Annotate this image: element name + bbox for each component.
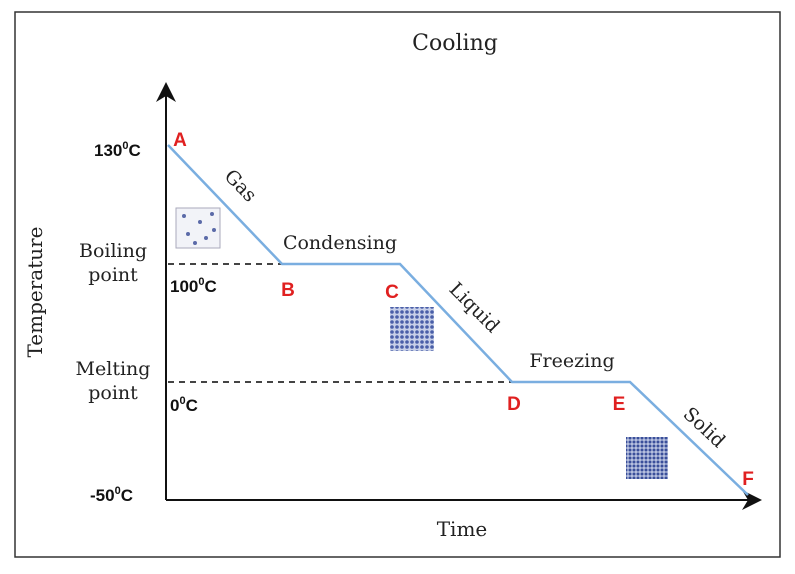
temperature-label: -500C <box>90 485 133 505</box>
level-label: Melting <box>76 358 151 380</box>
segment-label: Solid <box>679 403 730 452</box>
temperature-sup: 0 <box>122 140 128 152</box>
temperature-unit: C <box>205 277 217 296</box>
temperature-sup: 0 <box>115 485 121 497</box>
solid-icon <box>626 437 668 479</box>
point-label: B <box>281 280 295 301</box>
segment-label: Liquid <box>445 278 504 337</box>
level-label: point <box>88 382 138 404</box>
temperature-value: 100 <box>170 277 198 296</box>
segment-label: Condensing <box>283 232 397 254</box>
temperature-label: 1000C <box>170 276 217 296</box>
gas-icon <box>175 207 221 249</box>
point-label: A <box>173 130 187 151</box>
level-label: Boiling <box>79 240 147 262</box>
temperature-value: 130 <box>94 141 122 160</box>
temperature-label: 00C <box>170 395 198 415</box>
title: Cooling <box>412 31 498 56</box>
frame <box>14 11 781 558</box>
temperature-unit: C <box>121 486 133 505</box>
temperature-unit: C <box>186 396 198 415</box>
segment-label: Freezing <box>529 350 614 372</box>
x-axis-label: Time <box>437 517 488 541</box>
y-axis-label: Temperature <box>23 226 47 357</box>
cooling-curve <box>167 144 749 496</box>
temperature-label: 1300C <box>94 140 141 160</box>
liquid-icon <box>390 307 434 351</box>
point-label: E <box>613 394 626 415</box>
temperature-value: 0 <box>170 396 179 415</box>
point-label: F <box>742 469 754 490</box>
temperature-value: -50 <box>90 486 115 505</box>
temperature-sup: 0 <box>179 395 185 407</box>
temperature-unit: C <box>129 141 141 160</box>
point-label: C <box>385 282 399 303</box>
segment-label: Gas <box>220 165 261 206</box>
level-label: point <box>88 264 138 286</box>
temperature-sup: 0 <box>198 276 204 288</box>
point-label: D <box>507 394 521 415</box>
